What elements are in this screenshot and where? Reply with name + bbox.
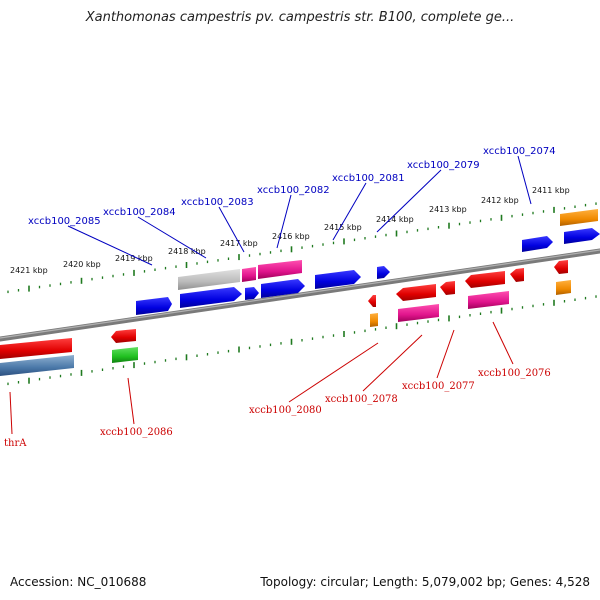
scale-label: 2415 kbp <box>324 223 362 232</box>
gene-label-xccb100-2076[interactable]: xccb100_2076 <box>478 368 551 379</box>
gene-arrow[interactable] <box>398 304 439 322</box>
reverse-label-leaders <box>9 321 514 435</box>
gene-arrow[interactable] <box>560 209 598 226</box>
gene-label-xccb100-2078[interactable]: xccb100_2078 <box>325 394 398 405</box>
gene-arrow[interactable] <box>0 338 72 359</box>
genome-backbone-highlight <box>0 249 600 339</box>
gene-arrow[interactable] <box>510 268 524 282</box>
gene-arrow[interactable] <box>242 267 256 282</box>
gene-arrow[interactable] <box>245 287 259 300</box>
gene-arrow[interactable] <box>564 228 600 244</box>
scale-label: 2414 kbp <box>376 215 414 224</box>
gene-arrow[interactable] <box>178 269 240 290</box>
gene-arrow[interactable] <box>522 236 553 252</box>
gene-arrow[interactable] <box>377 266 390 279</box>
gene-label-xccb100-2074[interactable]: xccb100_2074 <box>483 146 556 157</box>
forward-scale-ticks <box>7 202 597 294</box>
gene-arrow[interactable] <box>440 281 455 295</box>
gene-label-xccb100-2085[interactable]: xccb100_2085 <box>28 216 101 227</box>
gene-arrow[interactable] <box>465 271 505 288</box>
scale-label: 2412 kbp <box>481 196 519 205</box>
scale-label: 2418 kbp <box>168 247 206 256</box>
accession-text: Accession: NC_010688 <box>10 575 147 589</box>
gene-label-xccb100-2081[interactable]: xccb100_2081 <box>332 173 405 184</box>
gene-arrow[interactable] <box>261 279 305 298</box>
forward-gene-labels: xccb100_2085 xccb100_2084 xccb100_2083 x… <box>28 146 556 227</box>
reverse-scale-ticks <box>7 295 597 386</box>
scale-label: 2411 kbp <box>532 186 570 195</box>
gene-label-xccb100-2079[interactable]: xccb100_2079 <box>407 160 480 171</box>
gene-arrow[interactable] <box>315 270 361 289</box>
map-title: Xanthomonas campestris pv. campestris st… <box>85 10 515 25</box>
gene-arrow[interactable] <box>136 297 172 315</box>
gene-arrow[interactable] <box>370 313 378 327</box>
forward-strand-genes <box>136 209 600 315</box>
gene-arrow[interactable] <box>112 347 138 363</box>
genome-summary-text: Topology: circular; Length: 5,079,002 bp… <box>260 575 590 589</box>
scale-label: 2419 kbp <box>115 254 153 263</box>
gene-arrow[interactable] <box>556 280 571 295</box>
gene-arrow[interactable] <box>368 295 376 307</box>
reverse-gene-labels: thrA xccb100_2086 xccb100_2080 xccb100_2… <box>4 368 551 449</box>
scale-label: 2420 kbp <box>63 260 101 269</box>
gene-label-xccb100-2082[interactable]: xccb100_2082 <box>257 185 330 196</box>
gene-label-xccb100-2083[interactable]: xccb100_2083 <box>181 197 254 208</box>
scale-label: 2421 kbp <box>10 266 48 275</box>
reverse-strand-genes <box>0 260 571 376</box>
gene-label-thra[interactable]: thrA <box>4 438 27 449</box>
gene-arrow[interactable] <box>554 260 568 274</box>
gene-arrow[interactable] <box>468 291 509 309</box>
gene-arrow[interactable] <box>111 329 136 343</box>
forward-label-leaders <box>67 155 532 266</box>
gene-arrow[interactable] <box>396 284 436 301</box>
gene-label-xccb100-2084[interactable]: xccb100_2084 <box>103 207 176 218</box>
gene-label-xccb100-2080[interactable]: xccb100_2080 <box>249 405 322 416</box>
gene-arrow[interactable] <box>258 260 302 279</box>
scale-label: 2413 kbp <box>429 205 467 214</box>
gene-arrow[interactable] <box>0 355 74 376</box>
genome-backbone <box>0 248 600 342</box>
scale-label: 2416 kbp <box>272 232 310 241</box>
gene-arrow[interactable] <box>180 287 242 308</box>
gene-label-xccb100-2077[interactable]: xccb100_2077 <box>402 381 475 392</box>
gene-label-xccb100-2086[interactable]: xccb100_2086 <box>100 427 173 438</box>
